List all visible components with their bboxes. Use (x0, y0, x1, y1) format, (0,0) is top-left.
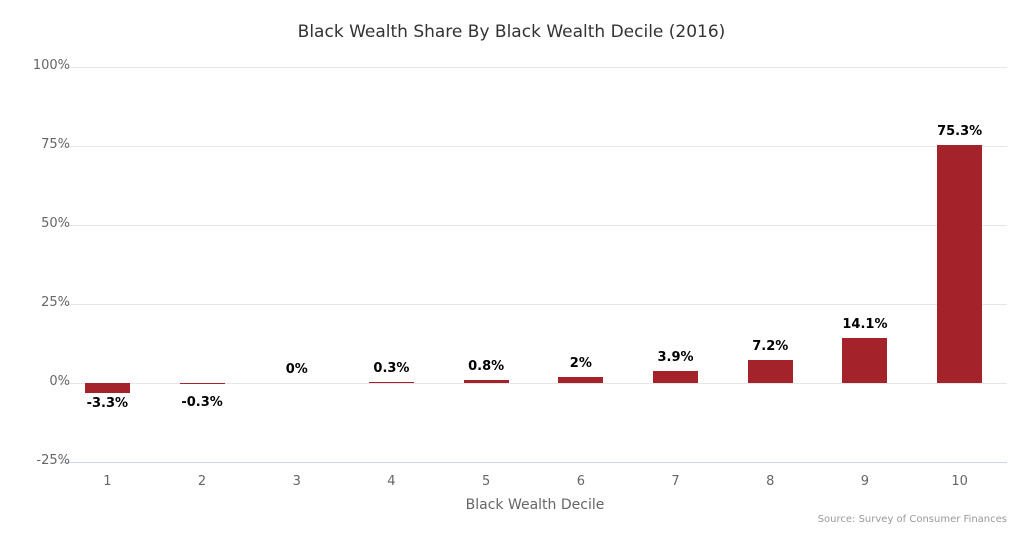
x-tick-label: 10 (951, 474, 968, 489)
x-tick-label: 5 (482, 474, 491, 489)
bar-decile-4[interactable] (368, 382, 414, 384)
x-tick-label: 6 (576, 474, 585, 489)
bar-decile-5[interactable] (463, 380, 509, 383)
x-tick-label: 4 (387, 474, 396, 489)
bar-decile-8[interactable] (747, 360, 793, 383)
bar-decile-7[interactable] (653, 370, 699, 383)
source-credit: Source: Survey of Consumer Finances (817, 514, 1007, 525)
y-tick-label: -25% (36, 453, 70, 468)
chart-title: Black Wealth Share By Black Wealth Decil… (297, 22, 726, 42)
y-tick-label: 75% (41, 137, 70, 152)
gridline (60, 67, 1007, 68)
y-tick-label: 50% (41, 216, 70, 231)
data-label: 0.3% (373, 361, 410, 377)
x-tick-label: 2 (197, 474, 207, 489)
gridline (60, 146, 1007, 147)
x-tick-label: 8 (766, 474, 775, 489)
data-label: 75.3% (937, 124, 983, 140)
data-label: 2% (569, 355, 592, 371)
x-axis-title: Black Wealth Decile (465, 497, 605, 513)
x-tick-label: 3 (292, 474, 301, 489)
y-tick-label: 0% (49, 374, 70, 389)
bar-decile-10[interactable] (937, 145, 983, 383)
data-label: 3.9% (657, 349, 694, 365)
x-tick-label: 1 (103, 474, 112, 489)
bar-decile-6[interactable] (558, 376, 604, 383)
data-label: -3.3% (86, 396, 129, 412)
y-tick-label: 25% (41, 295, 70, 310)
x-tick-label: 7 (671, 474, 680, 489)
data-label: 0% (285, 362, 308, 377)
gridline (60, 383, 1007, 384)
bar-decile-1[interactable] (84, 383, 130, 394)
data-label: 7.2% (752, 339, 789, 355)
y-tick-label: 100% (32, 58, 70, 73)
data-label: -0.3% (181, 394, 223, 410)
bar-decile-2[interactable] (179, 383, 225, 384)
gridline (60, 462, 1007, 463)
data-label: 0.8% (468, 359, 505, 375)
gridline (60, 225, 1007, 226)
x-tick-label: 9 (860, 474, 870, 489)
bar-decile-9[interactable] (842, 338, 888, 383)
gridline (60, 304, 1007, 305)
data-label: 14.1% (842, 317, 888, 333)
